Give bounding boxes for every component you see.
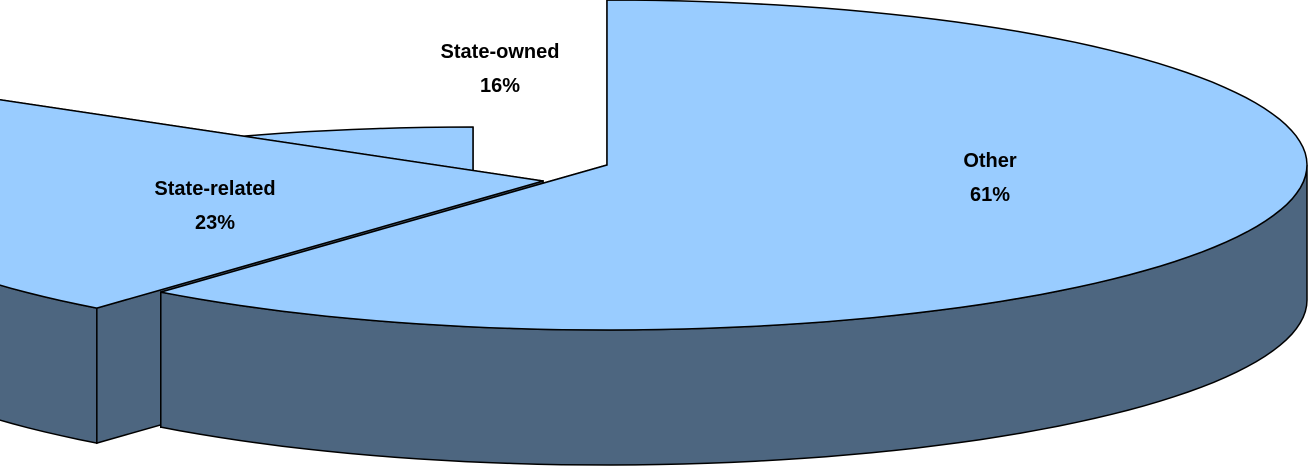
- pie-labels: State-owned 16% State-related 23% Other 61%: [154, 41, 1016, 234]
- slice-percent: 16%: [480, 75, 520, 97]
- slice-category: Other: [963, 150, 1017, 172]
- slice-label-state-related: State-related 23%: [154, 178, 275, 234]
- slice-top-face: [0, 99, 544, 309]
- slice-percent: 61%: [970, 184, 1010, 206]
- slice-label-other: Other 61%: [963, 150, 1017, 206]
- slice-wall: [0, 284, 98, 445]
- slice-label-state-owned: State-owned 16%: [441, 41, 560, 97]
- slice-category: State-owned: [441, 41, 560, 63]
- slice-percent: 23%: [195, 212, 235, 234]
- slice-top-face: [160, 0, 1308, 331]
- slice-category: State-related: [154, 178, 275, 200]
- slice-other: [160, 0, 1308, 466]
